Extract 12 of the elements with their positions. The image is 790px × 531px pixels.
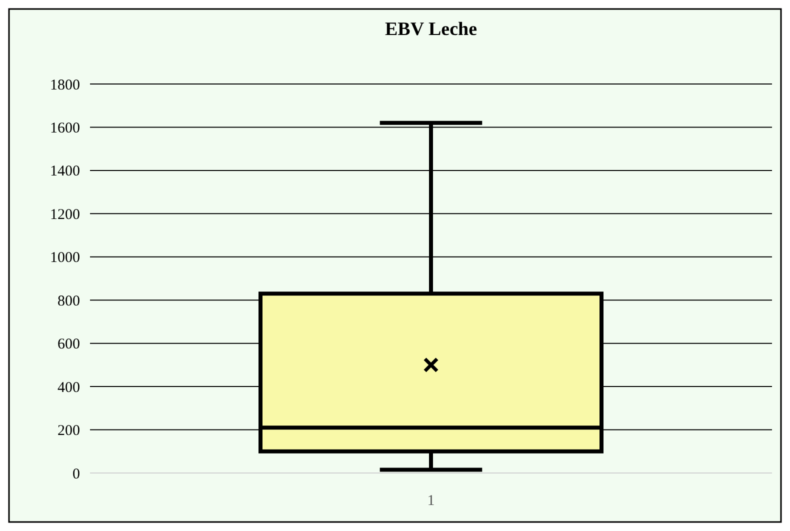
x-tick-label: 1 <box>427 493 435 509</box>
y-tick-label: 400 <box>58 380 80 396</box>
y-tick-label: 1400 <box>50 164 80 180</box>
y-tick-label: 1600 <box>50 120 80 136</box>
y-tick-label: 200 <box>58 423 80 440</box>
y-tick-label: 0 <box>72 466 80 482</box>
y-tick-label: 1800 <box>50 77 80 94</box>
y-tick-label: 800 <box>58 293 80 310</box>
chart-title: EBV Leche <box>384 19 478 40</box>
y-tick-label: 1000 <box>50 250 80 266</box>
y-tick-label: 1200 <box>50 206 80 223</box>
y-tick-label: 600 <box>58 336 80 353</box>
